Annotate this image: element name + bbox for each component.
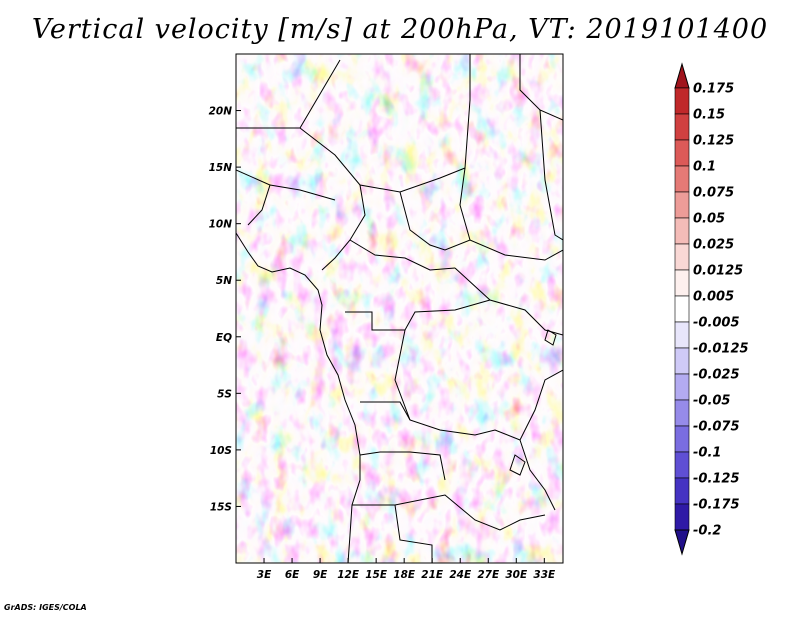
lon-tick-label: 18E [393,569,416,581]
colorbar-label: 0.025 [693,238,734,253]
border-line [236,169,271,226]
lon-tick-label: 21E [421,569,444,581]
lon-tick-label: 3E [257,569,272,581]
colorbar-label: 0.125 [693,134,734,149]
lake-outline [544,329,557,346]
lat-tick-label: 5N [216,275,232,287]
grads-credit: GrADS: IGES/COLA [4,603,87,612]
latitude-axis: 20N 15N 10N 5N EQ 5S 10S 15S [209,106,241,513]
colorbar: 0.175 0.15 0.125 0.1 0.075 0.05 0.025 0.0125 0.0… [674,62,749,556]
colorbar-top-triangle [674,62,690,89]
border-line [349,239,456,271]
lon-tick-label: 33E [533,569,556,581]
border-line [360,401,411,421]
colorbar-label: -0.2 [693,524,721,539]
border-line [269,184,336,201]
border-line [539,109,563,241]
colorbar-label: 0.1 [693,160,716,175]
colorbar-swatch [674,347,690,375]
colorbar-swatch [674,139,690,167]
colorbar-label: 0.075 [693,186,734,201]
colorbar-swatch [674,477,690,505]
colorbar-label: -0.175 [693,498,740,513]
lon-tick-label: 12E [337,569,360,581]
lat-tick-label: 20N [209,106,233,118]
colorbar-swatch [674,217,690,245]
colorbar-label: -0.025 [693,368,740,383]
colorbar-label: 0.0125 [693,264,743,279]
colorbar-label: -0.0125 [693,342,749,357]
chart-title: Vertical velocity [m/s] at 200hPa, VT: 2… [31,14,769,45]
lat-tick-label: 5S [217,388,232,400]
vertical-velocity-field [236,54,563,563]
lat-tick-label: 15S [210,501,232,513]
colorbar-swatch [674,165,690,193]
colorbar-label: -0.125 [693,472,740,487]
lon-tick-label: 9E [313,569,328,581]
lon-tick-label: 15E [365,569,388,581]
colorbar-label: -0.005 [693,316,740,331]
border-line [459,167,471,241]
colorbar-label: 0.005 [693,290,734,305]
colorbar-label: 0.15 [693,108,725,123]
lat-tick-label: 15N [209,162,233,174]
border-line [399,191,563,261]
border-line [519,54,563,121]
colorbar-swatch [674,425,690,453]
colorbar-swatch [674,451,690,479]
colorbar-bottom-triangle [674,529,690,556]
lat-tick-label: 10N [209,219,233,231]
colorbar-swatch [674,321,690,349]
colorbar-swatch [674,113,690,141]
longitude-axis: 3E 6E 9E 12E 15E 18E 21E 24E 27E 30E 33E [257,558,556,581]
colorbar-swatch [674,191,690,219]
border-line [394,329,563,441]
colorbar-swatch [674,373,690,401]
colorbar-label: 0.175 [693,82,734,97]
colorbar-label: -0.1 [693,446,721,461]
colorbar-swatch [674,87,690,115]
map-frame [235,53,564,564]
lat-tick-label: EQ [216,332,232,344]
map-panel [235,53,564,564]
border-line [359,451,446,481]
colorbar-label: 0.05 [693,212,725,227]
lat-tick-label: 10S [210,445,232,457]
lon-tick-label: 24E [449,569,472,581]
border-line [394,504,433,563]
colorbar-swatch [674,399,690,427]
border-line [519,439,556,511]
colorbar-label: -0.05 [693,394,730,409]
border-line [299,54,471,193]
colorbar-swatch [674,269,690,297]
coastline [236,232,361,563]
colorbar-swatch [674,295,690,323]
lon-tick-label: 6E [285,569,300,581]
colorbar-swatch [674,503,690,531]
country-borders [236,54,563,563]
lon-tick-label: 27E [477,569,500,581]
colorbar-swatch [674,243,690,271]
lake-outline [509,454,526,476]
colorbar-label: -0.075 [693,420,740,435]
lon-tick-label: 30E [505,569,528,581]
